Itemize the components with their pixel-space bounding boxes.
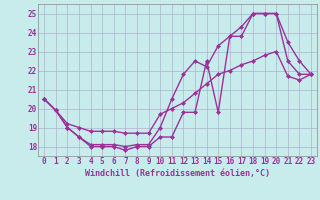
X-axis label: Windchill (Refroidissement éolien,°C): Windchill (Refroidissement éolien,°C) bbox=[85, 169, 270, 178]
